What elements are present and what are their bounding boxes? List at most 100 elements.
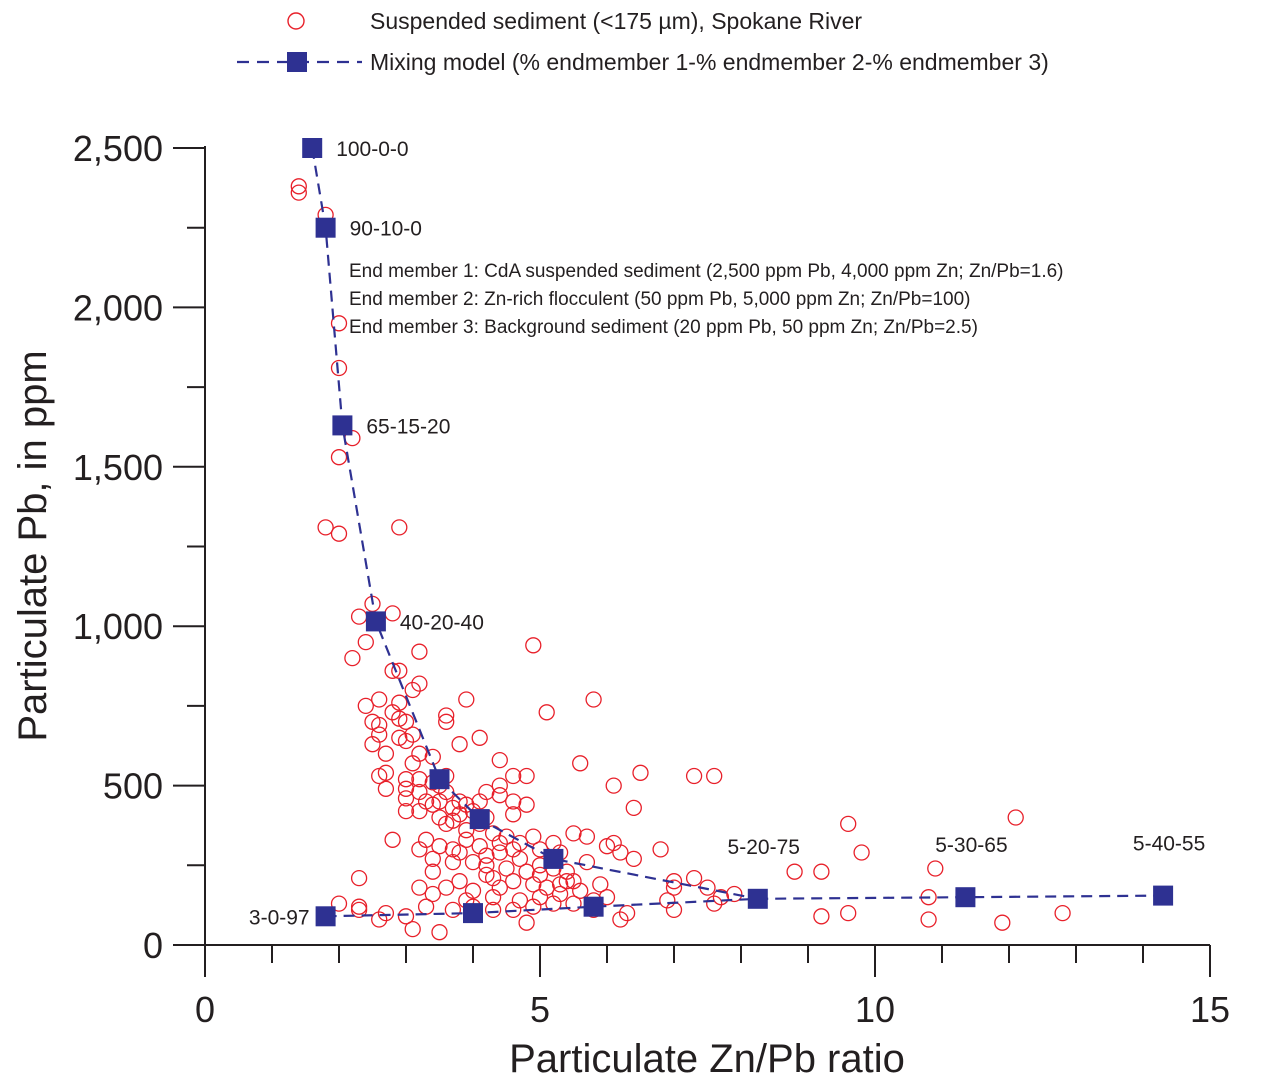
mixing-model-point-label: 3-0-97 (249, 906, 310, 929)
sediment-point (471, 729, 488, 746)
sediment-point (417, 831, 435, 848)
end-member-notes: End member 1: CdA suspended sediment (2,… (349, 261, 1064, 338)
mixing-model-point-label: 100-0-0 (336, 138, 408, 161)
sediment-point (371, 911, 388, 928)
sediment-point (397, 771, 415, 788)
sediment-point (813, 863, 830, 880)
mixing-model-point-label: 65-15-20 (366, 415, 450, 438)
sediment-point (330, 449, 348, 466)
sediment-point (431, 838, 448, 855)
sediment-point (397, 780, 415, 797)
sediment-point (572, 882, 589, 899)
sediment-point (518, 863, 535, 880)
sediment-point (451, 806, 468, 823)
sediment-point (404, 920, 421, 938)
sediment-point (585, 691, 602, 708)
sediment-point (1007, 809, 1024, 826)
sediment-point (471, 838, 488, 855)
sediment-point (625, 850, 642, 868)
sediment-point (505, 901, 522, 919)
sediment-point (330, 359, 348, 377)
mixing-model-point (583, 896, 604, 917)
y-tick-label: 500 (103, 766, 163, 807)
sediment-point (612, 844, 629, 861)
sediment-point (685, 869, 703, 887)
sediment-point (357, 633, 374, 651)
sediment-point (431, 809, 448, 826)
sediment-point (813, 908, 830, 925)
end-member-1-note: End member 1: CdA suspended sediment (2,… (349, 261, 1064, 282)
sediment-point (458, 831, 475, 848)
sediment-point (565, 825, 582, 842)
sediment-point (317, 519, 334, 536)
sediment-point (511, 834, 529, 852)
sediment-point (706, 895, 723, 912)
sediment-point (444, 853, 462, 871)
sediment-point (840, 815, 857, 833)
sediment-point (484, 901, 502, 919)
x-axis-title: Particulate Zn/Pb ratio (509, 1037, 905, 1081)
sediment-point (531, 866, 549, 884)
sediment-point (451, 873, 468, 890)
sediment-point (1054, 904, 1071, 922)
sediment-point (411, 879, 428, 896)
sediment-point (478, 866, 495, 884)
sediment-point (404, 755, 421, 772)
sediment-point (625, 799, 642, 817)
sediment-point (458, 691, 475, 708)
sediment-point (377, 904, 395, 922)
sediment-point (364, 736, 381, 753)
sediment-point (444, 841, 462, 858)
sediment-point (397, 908, 415, 925)
sediment-point (424, 885, 441, 903)
sediment-point (411, 802, 428, 820)
sediment-point (290, 184, 307, 201)
sediment-point (927, 860, 944, 877)
sediment-point (511, 850, 529, 868)
mixing-model-point (429, 769, 450, 790)
sediment-point (417, 898, 435, 915)
sediment-point (438, 713, 455, 730)
sediment-point (384, 831, 401, 848)
mixing-model-point-label: 40-20-40 (400, 611, 484, 634)
sediment-point (377, 780, 395, 797)
mixing-model: 100-0-0 90-10-0 65-15-20 40-20-40 3-0-97 5-20… (249, 138, 1205, 929)
end-member-3-note: End member 3: Background sediment (20 pp… (349, 317, 978, 338)
sediment-point (706, 767, 723, 785)
mixing-model-point-label: 5-20-75 (728, 836, 800, 859)
y-tick-label: 1,500 (73, 447, 163, 488)
y-tick-label: 2,500 (73, 128, 163, 169)
sediment-point (350, 869, 368, 887)
legend-circle-marker (287, 12, 305, 30)
sediment-point (572, 755, 589, 772)
sediment-point (478, 857, 495, 874)
sediment-point (377, 745, 395, 762)
sediment-point (444, 799, 462, 817)
sediment-point (397, 713, 415, 730)
sediment-point (397, 802, 415, 820)
sediment-point (840, 904, 857, 922)
sediment-point (558, 873, 575, 890)
sediment-point (592, 876, 609, 893)
mixing-model-point (747, 888, 768, 909)
sediment-point (458, 822, 475, 839)
sediment-point (431, 793, 448, 810)
sediment-point (411, 643, 428, 660)
sediment-point (397, 732, 415, 750)
sediment-point (578, 828, 596, 845)
sediment-point (411, 675, 428, 692)
sediment-point (491, 777, 508, 794)
sediment-point (384, 605, 401, 622)
mixing-model-point (1153, 885, 1174, 906)
sediment-point (424, 863, 441, 880)
sediment-point (491, 787, 508, 804)
mixing-model-point-label: 5-40-55 (1133, 833, 1205, 856)
sediment-point (438, 707, 455, 724)
sediment-point (525, 898, 542, 915)
sediment-point (404, 726, 421, 743)
sediment-point (545, 895, 562, 912)
sediment-point (786, 863, 803, 880)
sediment-point (518, 767, 535, 785)
sediment-point (652, 841, 669, 858)
